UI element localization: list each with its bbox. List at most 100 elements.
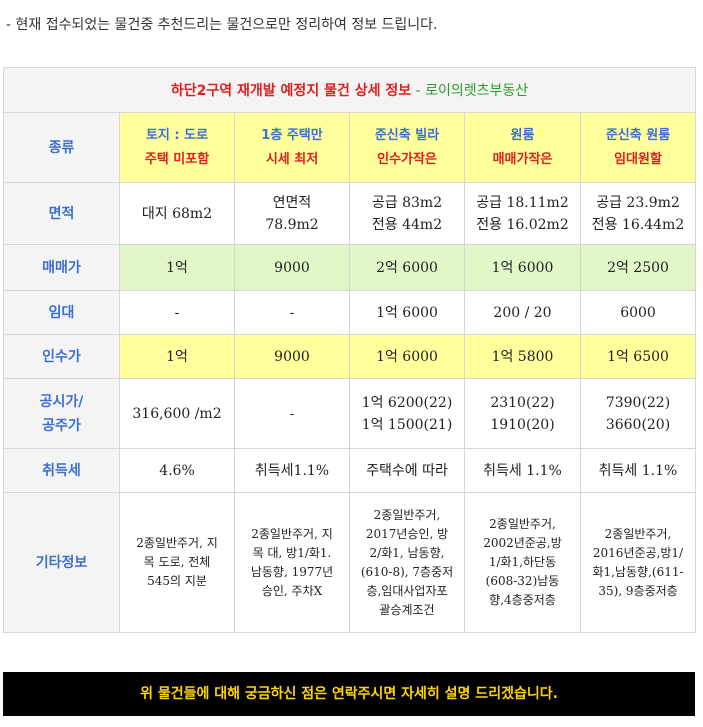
cell-line: 전용 44m2: [371, 216, 443, 233]
title-separator: -: [411, 83, 426, 99]
table-cell: 취득세 1.1%: [579, 448, 697, 493]
cell-line: 주택수에 따라: [366, 462, 448, 479]
cell-line: 78.9m2: [265, 216, 319, 233]
cell-line: 연면적: [272, 194, 312, 211]
cell-line: (608-32)남동: [485, 574, 560, 588]
table-cell: 1억 6000: [349, 290, 465, 335]
column-header: 준신축 빌라 인수가작은: [349, 112, 465, 183]
cell-line: 1억 6000: [491, 259, 554, 276]
column-header-line2: 임대원할: [614, 151, 662, 167]
table-cell: 200 / 20: [464, 290, 581, 335]
row-label-sale-price: 매매가: [3, 244, 120, 291]
row-label-line: 인수가: [42, 348, 81, 365]
cell-line: 남동향, 1977년: [250, 564, 334, 579]
table-cell: 9000: [234, 244, 350, 291]
cell-line: 대지 68m2: [141, 205, 213, 222]
row-label-rent: 임대: [3, 290, 120, 335]
table-row-takeover-price: 인수가 1억 9000 1억 6000 1억 5800 1억 6500: [3, 334, 697, 379]
row-label-line: 취득세: [42, 462, 81, 479]
table-cell: 1억 5800: [464, 334, 581, 379]
table-cell: 공급 18.11m2 전용 16.02m2: [464, 182, 581, 245]
property-table: 하단2구역 재개발 예정지 물건 상세 정보 - 로이의렛츠부동산 종류 토지 …: [2, 67, 697, 633]
contact-banner: 위 물건들에 대해 궁금하신 점은 연락주시면 자세히 설명 드리겠습니다.: [3, 672, 695, 716]
row-label-area: 면적: [3, 182, 120, 245]
cell-line: (610-8), 7층중저: [360, 564, 454, 579]
cell-line: 545의 지분: [147, 574, 207, 588]
cell-line: 목 대, 방1/화1.: [252, 545, 332, 560]
table-cell: 2억 6000: [349, 244, 465, 291]
cell-line: 200 / 20: [493, 304, 552, 321]
cell-line: 1억: [166, 348, 188, 365]
table-cell: 2종일반주거, 2002년준공,방 1/화1,하단동 (608-32)남동 향,4층중저…: [464, 492, 581, 633]
table-row-official-price: 공시가/공주가 316,600 /m2 - 1억 6200(22) 1억 1500(21…: [3, 378, 697, 449]
table-row-sale-price: 매매가 1억 9000 2억 6000 1억 6000 2억 2500: [3, 244, 697, 291]
cell-line: 2종일반주거,: [489, 517, 556, 531]
cell-line: 6000: [620, 304, 656, 321]
cell-line: 2017년승인, 방: [365, 526, 449, 541]
cell-line: 1억: [166, 259, 188, 276]
cell-line: 공급 83m2: [371, 194, 443, 211]
table-row-acquisition-tax: 취득세 4.6% 취득세1.1% 주택수에 따라 취득세 1.1% 취득세 1.1%: [3, 448, 697, 493]
table-cell: 2종일반주거, 2016년준공,방1/화1,남동향,(611- 35), 9층중저층: [579, 492, 697, 633]
table-cell: 9000: [234, 334, 350, 379]
table-cell: 연면적 78.9m2: [234, 182, 350, 245]
cell-line: -: [289, 405, 295, 422]
column-header-line1: 준신축 빌라: [374, 127, 440, 143]
table-cell: 6000: [579, 290, 697, 335]
cell-line: 2종일반주거, 지: [136, 536, 218, 550]
cell-line: 9000: [274, 348, 310, 365]
row-label-line: 임대: [48, 304, 75, 321]
column-header-line1: 준신축 원룸: [605, 127, 671, 143]
cell-line: 35), 9층중저층: [598, 583, 678, 598]
cell-line: -: [174, 304, 180, 321]
row-label-line: 면적: [48, 205, 75, 222]
table-cell: -: [234, 290, 350, 335]
row-label-line: 매매가: [42, 259, 81, 276]
table-cell: 2종일반주거, 2017년승인, 방 2/화1, 남동향, (610-8), 7층중저…: [349, 492, 465, 633]
cell-line: 2016년준공,방1/: [592, 545, 684, 560]
cell-line: 1억 6200(22): [361, 394, 453, 411]
cell-line: 전용 16.44m2: [591, 216, 685, 233]
table-cell: 2310(22) 1910(20): [464, 378, 581, 449]
cell-line: 1/화1,하단동: [488, 555, 557, 569]
table-cell: 1억 6000: [349, 334, 465, 379]
table-cell: 1억: [119, 244, 235, 291]
column-header-line2: 시세 최저: [265, 151, 319, 167]
table-title: 하단2구역 재개발 예정지 물건 상세 정보 - 로이의렛츠부동산: [2, 67, 697, 113]
column-header-line1: 토지 : 도로: [145, 127, 209, 143]
table-cell: 4.6%: [119, 448, 235, 493]
table-cell: 공급 83m2 전용 44m2: [349, 182, 465, 245]
table-cell: 공급 23.9m2 전용 16.44m2: [579, 182, 697, 245]
property-table-wrapper: 하단2구역 재개발 예정지 물건 상세 정보 - 로이의렛츠부동산 종류 토지 …: [2, 67, 697, 633]
cell-line: 1억 5800: [491, 348, 554, 365]
column-header-line2: 매매가작은: [492, 151, 553, 167]
cell-line: 공급 18.11m2: [476, 194, 569, 211]
row-label-acquisition-tax: 취득세: [3, 448, 120, 493]
column-header: 1층 주택만 시세 최저: [234, 112, 350, 183]
cell-line: 1억 6000: [376, 304, 438, 321]
table-cell: 2억 2500: [579, 244, 697, 291]
row-label-kind: 종류: [3, 112, 120, 183]
cell-line: 2종일반주거,: [604, 526, 672, 541]
title-agent: 로이의렛츠부동산: [425, 83, 529, 99]
cell-line: 7390(22): [605, 394, 671, 411]
table-row-rent: 임대 - - 1억 6000 200 / 20 6000: [3, 290, 697, 335]
table-cell: 취득세1.1%: [234, 448, 350, 493]
cell-line: 층,임대사업자포: [366, 583, 448, 598]
cell-line: 2억 2500: [607, 259, 669, 276]
cell-line: 4.6%: [159, 462, 195, 479]
cell-line: 승인, 주차X: [261, 583, 323, 598]
table-cell: 316,600 /m2: [119, 378, 235, 449]
cell-line: -: [289, 304, 295, 321]
row-label-other-info: 기타정보: [3, 492, 120, 633]
table-cell: -: [234, 378, 350, 449]
intro-text: - 현재 접수되었는 물건중 추천드리는 물건으로만 정리하여 정보 드립니다.: [6, 17, 438, 33]
cell-line: 2/화1, 남동향,: [369, 545, 445, 560]
cell-line: 목 도로, 전체: [143, 555, 211, 569]
cell-line: 괄승계조건: [379, 602, 435, 617]
row-label-line: 공주가: [42, 417, 81, 434]
column-header-line1: 원룸: [510, 127, 535, 143]
